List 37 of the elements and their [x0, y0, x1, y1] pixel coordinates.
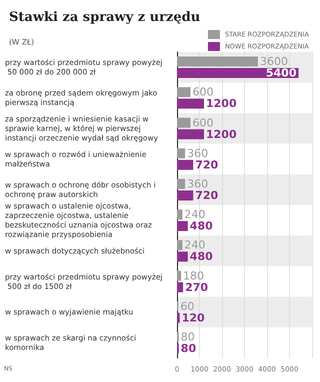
bar	[177, 210, 182, 220]
data-label: 480	[190, 220, 214, 233]
data-label: 720	[195, 188, 219, 202]
bar	[177, 190, 194, 200]
chart-title: Stawki za sprawy z urzędu	[9, 10, 200, 25]
bar	[177, 160, 194, 170]
bar	[177, 129, 204, 140]
data-label: 600	[192, 86, 214, 99]
data-label: 720	[195, 158, 219, 172]
data-label: 360	[187, 177, 208, 190]
data-label: 5400	[266, 66, 297, 80]
data-label: 270	[185, 280, 208, 294]
data-label: 80	[180, 342, 196, 355]
data-label: 480	[190, 250, 214, 264]
bar	[177, 98, 204, 109]
data-label: 80	[180, 330, 195, 344]
data-label: 180	[183, 269, 204, 282]
bar	[177, 221, 188, 232]
data-label: 1200	[206, 97, 237, 110]
data-label: 240	[184, 208, 206, 222]
bar	[177, 56, 258, 67]
bar	[177, 282, 184, 292]
bar	[177, 118, 190, 128]
bar	[177, 148, 186, 158]
bar	[177, 252, 188, 262]
data-label: 120	[182, 311, 206, 324]
bar	[177, 312, 180, 323]
bar	[177, 87, 190, 98]
data-label: 240	[184, 238, 206, 252]
bar	[177, 270, 182, 281]
bar	[177, 178, 186, 189]
data-label: 60	[180, 300, 194, 313]
data-label: 600	[192, 116, 214, 130]
data-label: 360	[187, 146, 208, 160]
bar	[177, 240, 182, 250]
data-label: 1200	[206, 128, 237, 141]
data-label: 3600	[260, 55, 288, 68]
